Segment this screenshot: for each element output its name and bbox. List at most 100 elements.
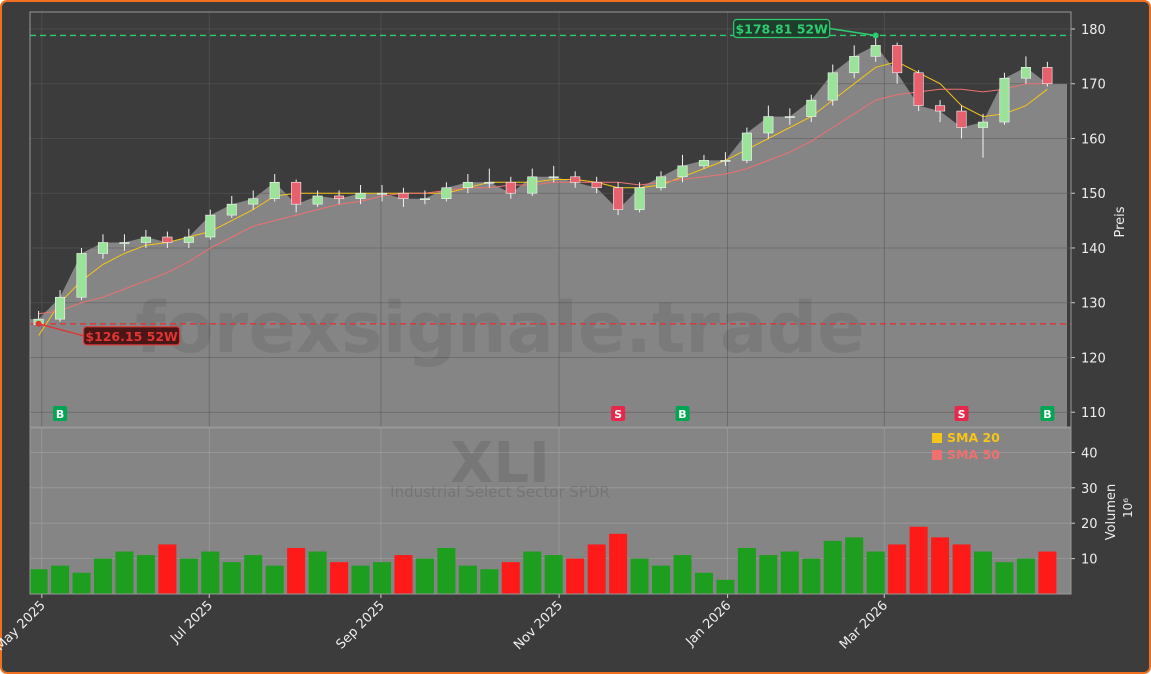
- volume-bar: [845, 537, 864, 594]
- volume-bar: [351, 565, 370, 594]
- y-tick-label: 120: [1081, 351, 1106, 366]
- y-tick-label: 10: [1081, 553, 1098, 568]
- candle-body: [97, 242, 108, 254]
- signal-marker: [1040, 406, 1055, 421]
- candle-body: [484, 181, 495, 184]
- candle-body: [334, 195, 345, 199]
- candle-body: [870, 45, 881, 57]
- volume-bar: [1038, 551, 1057, 594]
- candle-body: [1042, 66, 1053, 85]
- volume-bar: [244, 555, 263, 594]
- annotation-arrow: [38, 323, 84, 337]
- candle-body: [398, 192, 409, 199]
- candle-body: [591, 181, 602, 189]
- candle-body: [656, 176, 667, 189]
- candle-body: [76, 253, 87, 298]
- symbol-watermark: XLI: [450, 431, 550, 496]
- annotation-text: $126.15 52W: [85, 329, 178, 344]
- subtitle-watermark: Industrial Select Sector SPDR: [390, 483, 610, 501]
- volume-panel-border: [29, 427, 1072, 595]
- volume-bar: [587, 544, 606, 594]
- candle-body: [827, 72, 838, 101]
- candle-body: [956, 110, 967, 128]
- annotation-box: [733, 18, 831, 39]
- candle-body: [999, 77, 1010, 123]
- signal-label: S: [614, 408, 622, 421]
- volume-bar: [952, 544, 971, 594]
- y-tick-label: 130: [1081, 297, 1106, 312]
- candle-body: [269, 181, 280, 199]
- volume-bar: [523, 551, 542, 594]
- volume-offset-label: 10⁶: [1121, 498, 1135, 518]
- volume-bar: [372, 562, 392, 594]
- volume-bar: [973, 551, 993, 594]
- volume-bar: [888, 544, 907, 594]
- signal-marker: [954, 406, 969, 421]
- candle-body: [1020, 66, 1031, 79]
- price-panel-border: [29, 11, 1072, 428]
- candle-body: [892, 45, 903, 74]
- volume-bar: [694, 572, 713, 594]
- candle-body: [698, 160, 709, 167]
- y-tick-label: 40: [1081, 446, 1098, 461]
- volume-bar: [394, 555, 413, 594]
- annotation-text: $178.81 52W: [735, 21, 828, 36]
- candle-body: [977, 121, 989, 128]
- volume-bar: [802, 558, 821, 594]
- candle-body: [935, 105, 946, 112]
- volume-bar: [823, 540, 842, 594]
- volume-bar: [158, 544, 177, 594]
- y-tick-label: 30: [1081, 482, 1098, 497]
- candle-body: [162, 236, 173, 243]
- signal-marker: [675, 406, 690, 421]
- candle-body: [355, 192, 366, 199]
- sma-line: [38, 83, 1048, 315]
- candle-body: [720, 160, 731, 162]
- legend-swatch: [932, 433, 942, 443]
- volume-bar: [179, 558, 198, 594]
- volume-bar: [716, 579, 735, 594]
- candle-body: [419, 198, 430, 200]
- volume-bar: [566, 558, 585, 594]
- candle-body: [248, 198, 259, 205]
- legend-swatch: [932, 450, 942, 460]
- y-axis-label: Preis: [1113, 206, 1128, 237]
- volume-bar: [93, 558, 112, 594]
- volume-bar: [136, 555, 155, 594]
- volume-bar: [115, 551, 134, 594]
- annotation-point: [872, 32, 879, 39]
- signal-label: B: [56, 408, 64, 421]
- watermark: forexsignale.trade: [135, 287, 864, 369]
- volume-bar: [265, 565, 284, 594]
- candle-body: [55, 296, 66, 320]
- candle-body: [634, 187, 645, 210]
- volume-bar: [501, 562, 520, 594]
- volume-bar: [415, 558, 434, 594]
- candle-body: [677, 165, 688, 178]
- volume-bar: [780, 551, 799, 594]
- candle-body: [441, 187, 452, 199]
- candle-body: [119, 242, 130, 244]
- candle-body: [140, 236, 151, 243]
- volume-axis-label: Volumen: [1104, 484, 1119, 541]
- y-tick-label: 180: [1081, 23, 1106, 38]
- volume-bar: [72, 572, 91, 594]
- legend-label: SMA 50: [947, 447, 1000, 462]
- volume-bar: [544, 555, 563, 594]
- volume-bar: [630, 558, 649, 594]
- candle-body: [613, 187, 624, 210]
- annotation-arrow: [829, 27, 876, 37]
- volume-bar: [480, 569, 499, 594]
- candle-body: [527, 176, 538, 194]
- price-area: [30, 45, 1067, 428]
- volume-bar: [759, 555, 778, 594]
- signal-marker: [53, 406, 68, 421]
- y-tick-label: 150: [1081, 187, 1106, 202]
- volume-bar: [909, 526, 928, 594]
- signal-label: B: [678, 408, 686, 421]
- candle-body: [291, 181, 302, 205]
- volume-bar: [330, 562, 349, 594]
- candle-body: [505, 181, 516, 194]
